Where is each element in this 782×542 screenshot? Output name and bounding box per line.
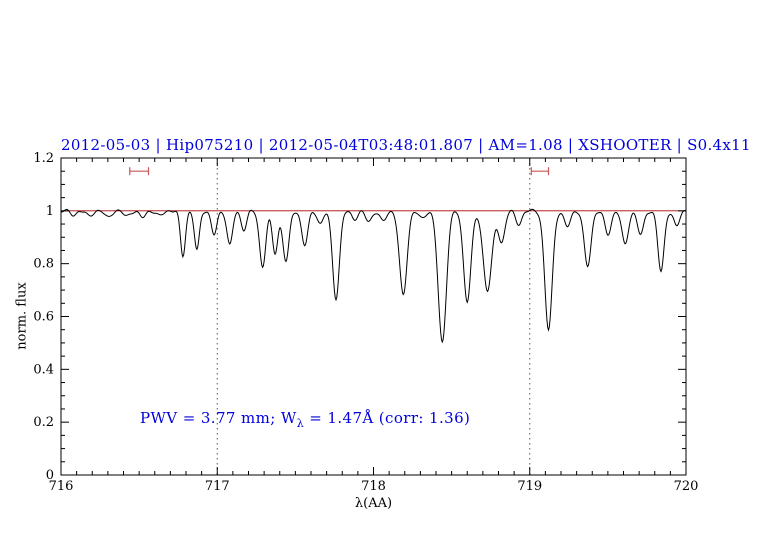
plot-title: 2012-05-03 | Hip075210 | 2012-05-04T03:4… [61, 136, 751, 154]
y-tick-label: 1.2 [33, 151, 54, 166]
lambda-subscript: λ [296, 417, 305, 430]
pwv-annotation-suffix: = 1.47Å (corr: 1.36) [304, 409, 471, 427]
y-tick-label: 0.4 [33, 362, 54, 377]
y-axis-label: norm. flux [14, 282, 30, 350]
spectrum-line [60, 208, 687, 344]
y-tick-label: 0.2 [33, 415, 54, 430]
y-tick-label: 0.8 [33, 257, 54, 272]
pwv-annotation-prefix: PWV = 3.77 mm; W [140, 409, 297, 427]
x-tick-label: 716 [49, 479, 74, 494]
x-tick-label: 719 [517, 479, 542, 494]
y-tick-label: 0 [46, 468, 54, 483]
pwv-annotation: PWV = 3.77 mm; Wλ = 1.47Å (corr: 1.36) [140, 409, 470, 430]
y-tick-label: 0.6 [33, 310, 54, 325]
y-tick-label: 1 [46, 204, 54, 219]
x-tick-label: 717 [205, 479, 230, 494]
x-tick-label: 720 [674, 479, 699, 494]
x-axis-label: λ(AA) [354, 496, 393, 511]
x-tick-label: 718 [361, 479, 386, 494]
